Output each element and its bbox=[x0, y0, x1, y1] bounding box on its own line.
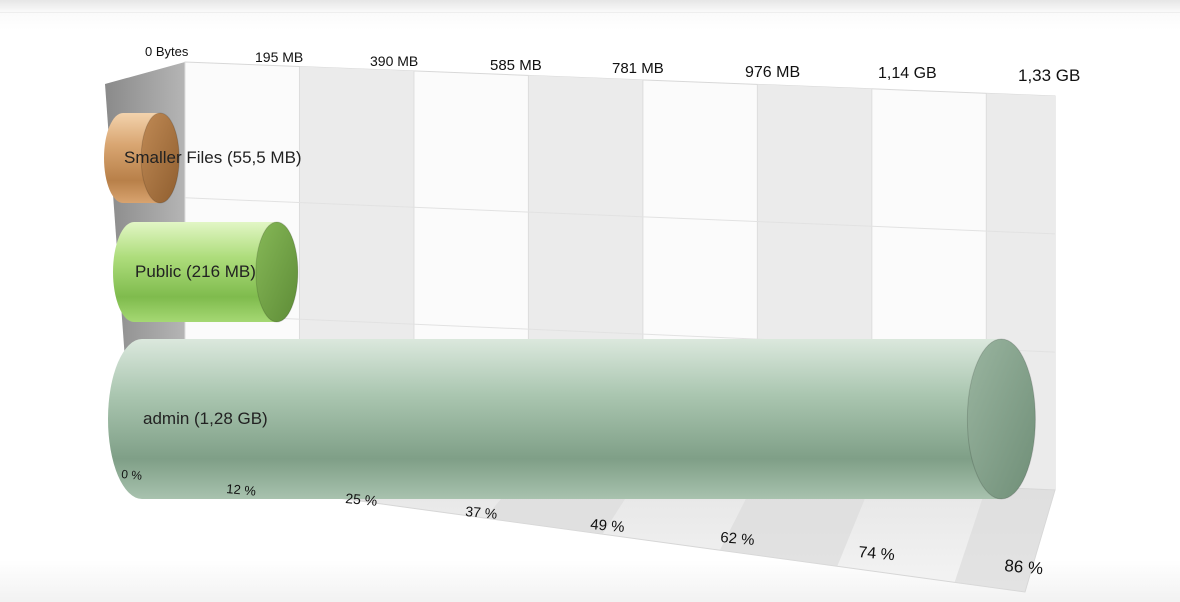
size-tick-label: 390 MB bbox=[370, 53, 418, 69]
bar-label: admin (1,28 GB) bbox=[143, 409, 268, 428]
size-tick-label: 1,14 GB bbox=[878, 65, 937, 82]
bar-start-cap bbox=[108, 339, 176, 499]
bar-end-cap bbox=[255, 221, 299, 323]
size-tick-label: 976 MB bbox=[745, 64, 800, 81]
percent-axis: 0 % 12 % 25 % 37 % 49 % 62 % 74 % 86 % bbox=[121, 467, 1044, 578]
bar-end-cap bbox=[966, 338, 1036, 500]
percent-tick-label: 37 % bbox=[465, 503, 498, 522]
bar-start-cap bbox=[104, 113, 142, 203]
bars: Smaller Files (55,5 MB) Public (216 MB) ad… bbox=[104, 112, 1036, 500]
bar-end-cap bbox=[140, 112, 180, 204]
size-tick-label: 0 Bytes bbox=[145, 44, 189, 59]
percent-tick-label: 25 % bbox=[345, 490, 378, 509]
bar-label: Smaller Files (55,5 MB) bbox=[124, 148, 302, 167]
size-axis: 0 Bytes 195 MB 390 MB 585 MB 781 MB 976 MB 1,1… bbox=[145, 44, 1080, 85]
top-border bbox=[0, 0, 1180, 13]
percent-tick-label: 86 % bbox=[1004, 556, 1044, 578]
bar-body bbox=[142, 339, 1002, 499]
size-tick-label: 781 MB bbox=[612, 60, 664, 77]
percent-tick-label: 49 % bbox=[590, 516, 626, 536]
bar-admin: admin (1,28 GB) bbox=[108, 338, 1036, 500]
size-tick-label: 585 MB bbox=[490, 57, 542, 74]
size-tick-label: 195 MB bbox=[255, 49, 303, 65]
percent-tick-label: 62 % bbox=[720, 529, 756, 549]
bar-label: Public (216 MB) bbox=[135, 262, 256, 281]
percent-tick-label: 12 % bbox=[226, 481, 257, 499]
grid-line bbox=[184, 197, 1056, 235]
size-tick-label: 1,33 GB bbox=[1018, 66, 1080, 85]
bar-smaller-files: Smaller Files (55,5 MB) bbox=[104, 112, 302, 204]
percent-tick-label: 0 % bbox=[121, 467, 143, 483]
bar-public: Public (216 MB) bbox=[113, 221, 299, 323]
bar-start-cap bbox=[113, 222, 155, 322]
bar-body bbox=[134, 222, 277, 322]
percent-tick-label: 74 % bbox=[858, 544, 896, 564]
floor-band bbox=[954, 486, 1055, 592]
